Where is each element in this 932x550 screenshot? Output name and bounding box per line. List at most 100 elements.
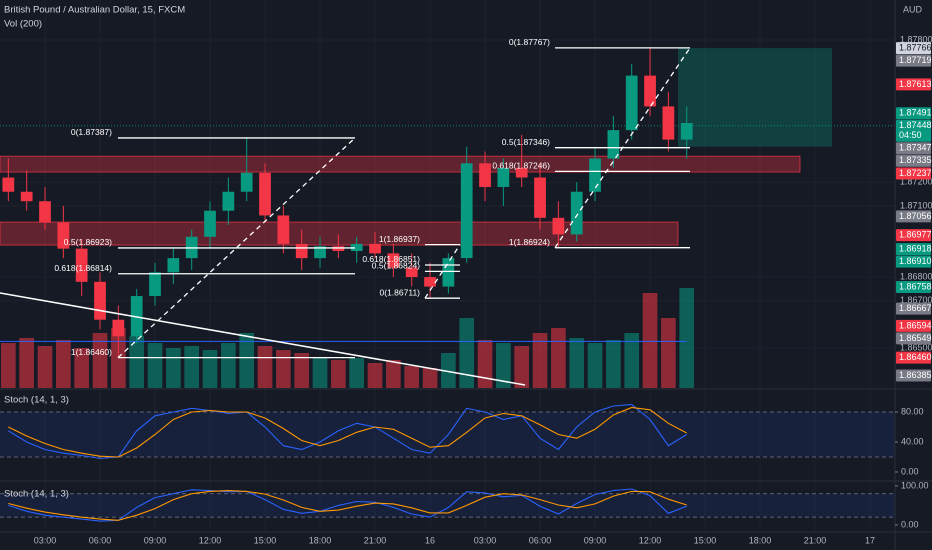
- stoch-line: [8, 406, 687, 458]
- volume-bar: [257, 346, 273, 388]
- price-tag-label: 1.87766: [899, 42, 932, 52]
- price-tag-label: 1.86758: [899, 281, 932, 291]
- candle-body: [350, 243, 363, 252]
- price-tag-label: 1.86460: [899, 352, 932, 362]
- volume-bar: [166, 348, 181, 388]
- x-tick-label: 06:00: [529, 535, 552, 545]
- x-tick-label: 18:00: [749, 535, 772, 545]
- price-tag-label: 1.86977: [899, 229, 932, 239]
- candle-body: [332, 246, 345, 252]
- volume-bar: [312, 358, 328, 388]
- volume-bar: [184, 346, 200, 388]
- volume: [0, 288, 695, 388]
- volume-bar: [606, 340, 621, 388]
- price-tag: [896, 54, 931, 67]
- fib-label: 1(1.86937): [379, 234, 420, 244]
- volume-bar: [276, 350, 291, 388]
- stoch-band: [0, 412, 895, 457]
- y-tick-label: 80.00: [901, 406, 924, 416]
- volume-bar: [92, 333, 108, 388]
- price-tag: [896, 369, 931, 382]
- volume-bar: [221, 343, 236, 388]
- candle-body: [680, 123, 693, 140]
- candle-body: [2, 177, 15, 192]
- x-tick-label: 18:00: [309, 535, 332, 545]
- stoch-line: [8, 490, 687, 521]
- volume-bar: [147, 343, 163, 388]
- stoch-panes: [0, 403, 895, 522]
- candle-body: [94, 281, 106, 320]
- volume-bar: [129, 336, 145, 388]
- x-tick-label: 15:00: [254, 535, 277, 545]
- candle-body: [369, 243, 381, 254]
- fib-label: 0(1.87387): [71, 127, 112, 137]
- volume-bar: [477, 340, 493, 388]
- price-tag: [896, 78, 931, 91]
- zone: [0, 221, 679, 246]
- x-tick-label: 16: [425, 535, 435, 545]
- volume-bar: [56, 340, 71, 388]
- candle-body: [534, 177, 546, 218]
- volume-bar: [404, 366, 420, 388]
- fib-label: 1(1.86924): [509, 237, 550, 247]
- y-tick-label: 1.87200: [900, 177, 932, 187]
- x-tick-label: 17: [865, 535, 875, 545]
- price-tag: [896, 281, 931, 294]
- volume-bar: [679, 288, 695, 388]
- price-tag-label: 1.86594: [899, 320, 932, 330]
- price-tag: [896, 42, 931, 55]
- price-tag: [896, 142, 931, 155]
- volume-bar: [661, 318, 676, 388]
- candle-body: [149, 272, 161, 297]
- fib-label: 1(1.86460): [71, 347, 112, 357]
- fib-label: 0.618(1.87246): [492, 161, 550, 171]
- price-tag: [896, 210, 931, 223]
- volume-bar: [202, 350, 218, 388]
- candle-body: [204, 210, 216, 237]
- price-tag: [896, 229, 931, 242]
- volume-bar: [514, 346, 530, 388]
- price-tag: [896, 302, 931, 315]
- x-tick-label: 21:00: [364, 535, 387, 545]
- candle-body: [442, 258, 455, 287]
- fib-label: 0(1.86711): [380, 287, 421, 297]
- volume-title: Vol (200): [4, 19, 42, 30]
- x-tick-label: 09:00: [144, 535, 167, 545]
- price-tag-label: 1.86918: [899, 243, 932, 253]
- currency: AUD: [903, 4, 923, 14]
- price-tag-label: 1.86667: [899, 303, 932, 313]
- fib-label: 0.5(1.87346): [502, 137, 550, 147]
- volume-bar: [37, 346, 53, 388]
- price-tag: [896, 119, 931, 142]
- price-tag-label: 1.86910: [899, 256, 932, 266]
- volume-bar: [624, 333, 640, 388]
- price-tag: [896, 319, 931, 332]
- candle-body: [497, 168, 510, 188]
- candle-body: [222, 191, 235, 211]
- x-tick-label: 21:00: [804, 535, 827, 545]
- x-tick-label: 15:00: [694, 535, 717, 545]
- price-tag: [896, 351, 931, 364]
- volume-bar: [74, 348, 90, 388]
- price-tag-label: 1.87491: [899, 108, 932, 118]
- x-tick-label: 06:00: [89, 535, 112, 545]
- y-tick-label: 40.00: [901, 436, 924, 446]
- stoch-title: Stoch (14, 1, 3): [4, 395, 69, 406]
- price-tag: [896, 332, 931, 345]
- candle-body: [75, 248, 88, 282]
- y-tick-label: 1.86500: [900, 343, 932, 353]
- trend-line: [0, 292, 526, 386]
- target-box: [678, 48, 832, 147]
- candle-body: [112, 319, 125, 337]
- candle-body: [552, 217, 565, 235]
- stoch-line: [8, 403, 687, 460]
- price-tag-label: 1.87237: [899, 168, 932, 178]
- price-tag-label: 1.87448: [899, 120, 932, 130]
- volume-bar: [532, 333, 548, 388]
- price-tag: [896, 255, 931, 268]
- y-tick-label: 1.87100: [900, 200, 932, 210]
- y-tick-label: 1.86800: [900, 271, 932, 281]
- volume-bar: [239, 333, 255, 388]
- price-tag-label: 1.86549: [899, 333, 932, 343]
